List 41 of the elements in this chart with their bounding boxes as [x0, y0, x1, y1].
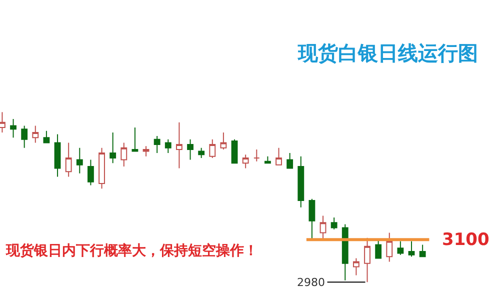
candlestick — [342, 224, 348, 281]
candlestick — [386, 232, 393, 262]
candlestick — [330, 217, 338, 230]
candlestick — [298, 156, 304, 208]
candlestick — [419, 244, 426, 258]
candlestick — [408, 240, 415, 258]
candlestick — [308, 198, 316, 240]
candlestick — [98, 147, 105, 190]
chart-title: 现货白银日线运行图 — [297, 41, 478, 65]
candlestick — [10, 118, 16, 138]
candlestick — [264, 156, 271, 164]
candlestick — [253, 149, 260, 162]
candlestick — [110, 132, 116, 164]
candlestick — [231, 138, 238, 164]
candlestick — [198, 147, 205, 159]
candlestick — [375, 239, 382, 259]
candlestick — [142, 146, 150, 157]
candlestick — [43, 130, 50, 144]
candlestick — [88, 159, 94, 186]
candlestick — [176, 122, 182, 169]
candlestick — [187, 138, 194, 160]
candlestick — [132, 126, 138, 152]
text: 3100 — [442, 230, 490, 250]
candlestick — [164, 138, 172, 154]
candlestick — [154, 135, 160, 154]
candlestick — [54, 134, 61, 178]
candlestick — [209, 138, 216, 159]
candlestick — [120, 142, 128, 168]
candlestick — [286, 152, 294, 169]
annotation: 2980 — [297, 276, 325, 289]
annotation: 现货银日内下行概率大，保持短空操作！ — [5, 242, 258, 259]
candlestick — [220, 132, 227, 150]
candlestick — [32, 125, 39, 144]
candlestick — [76, 147, 83, 174]
candlestick — [65, 142, 72, 178]
candlestick — [397, 240, 404, 256]
candlestick — [242, 154, 249, 169]
candlestick — [320, 215, 326, 240]
candlestick — [276, 147, 282, 166]
candlestick — [21, 125, 28, 148]
candlestick — [352, 258, 360, 276]
